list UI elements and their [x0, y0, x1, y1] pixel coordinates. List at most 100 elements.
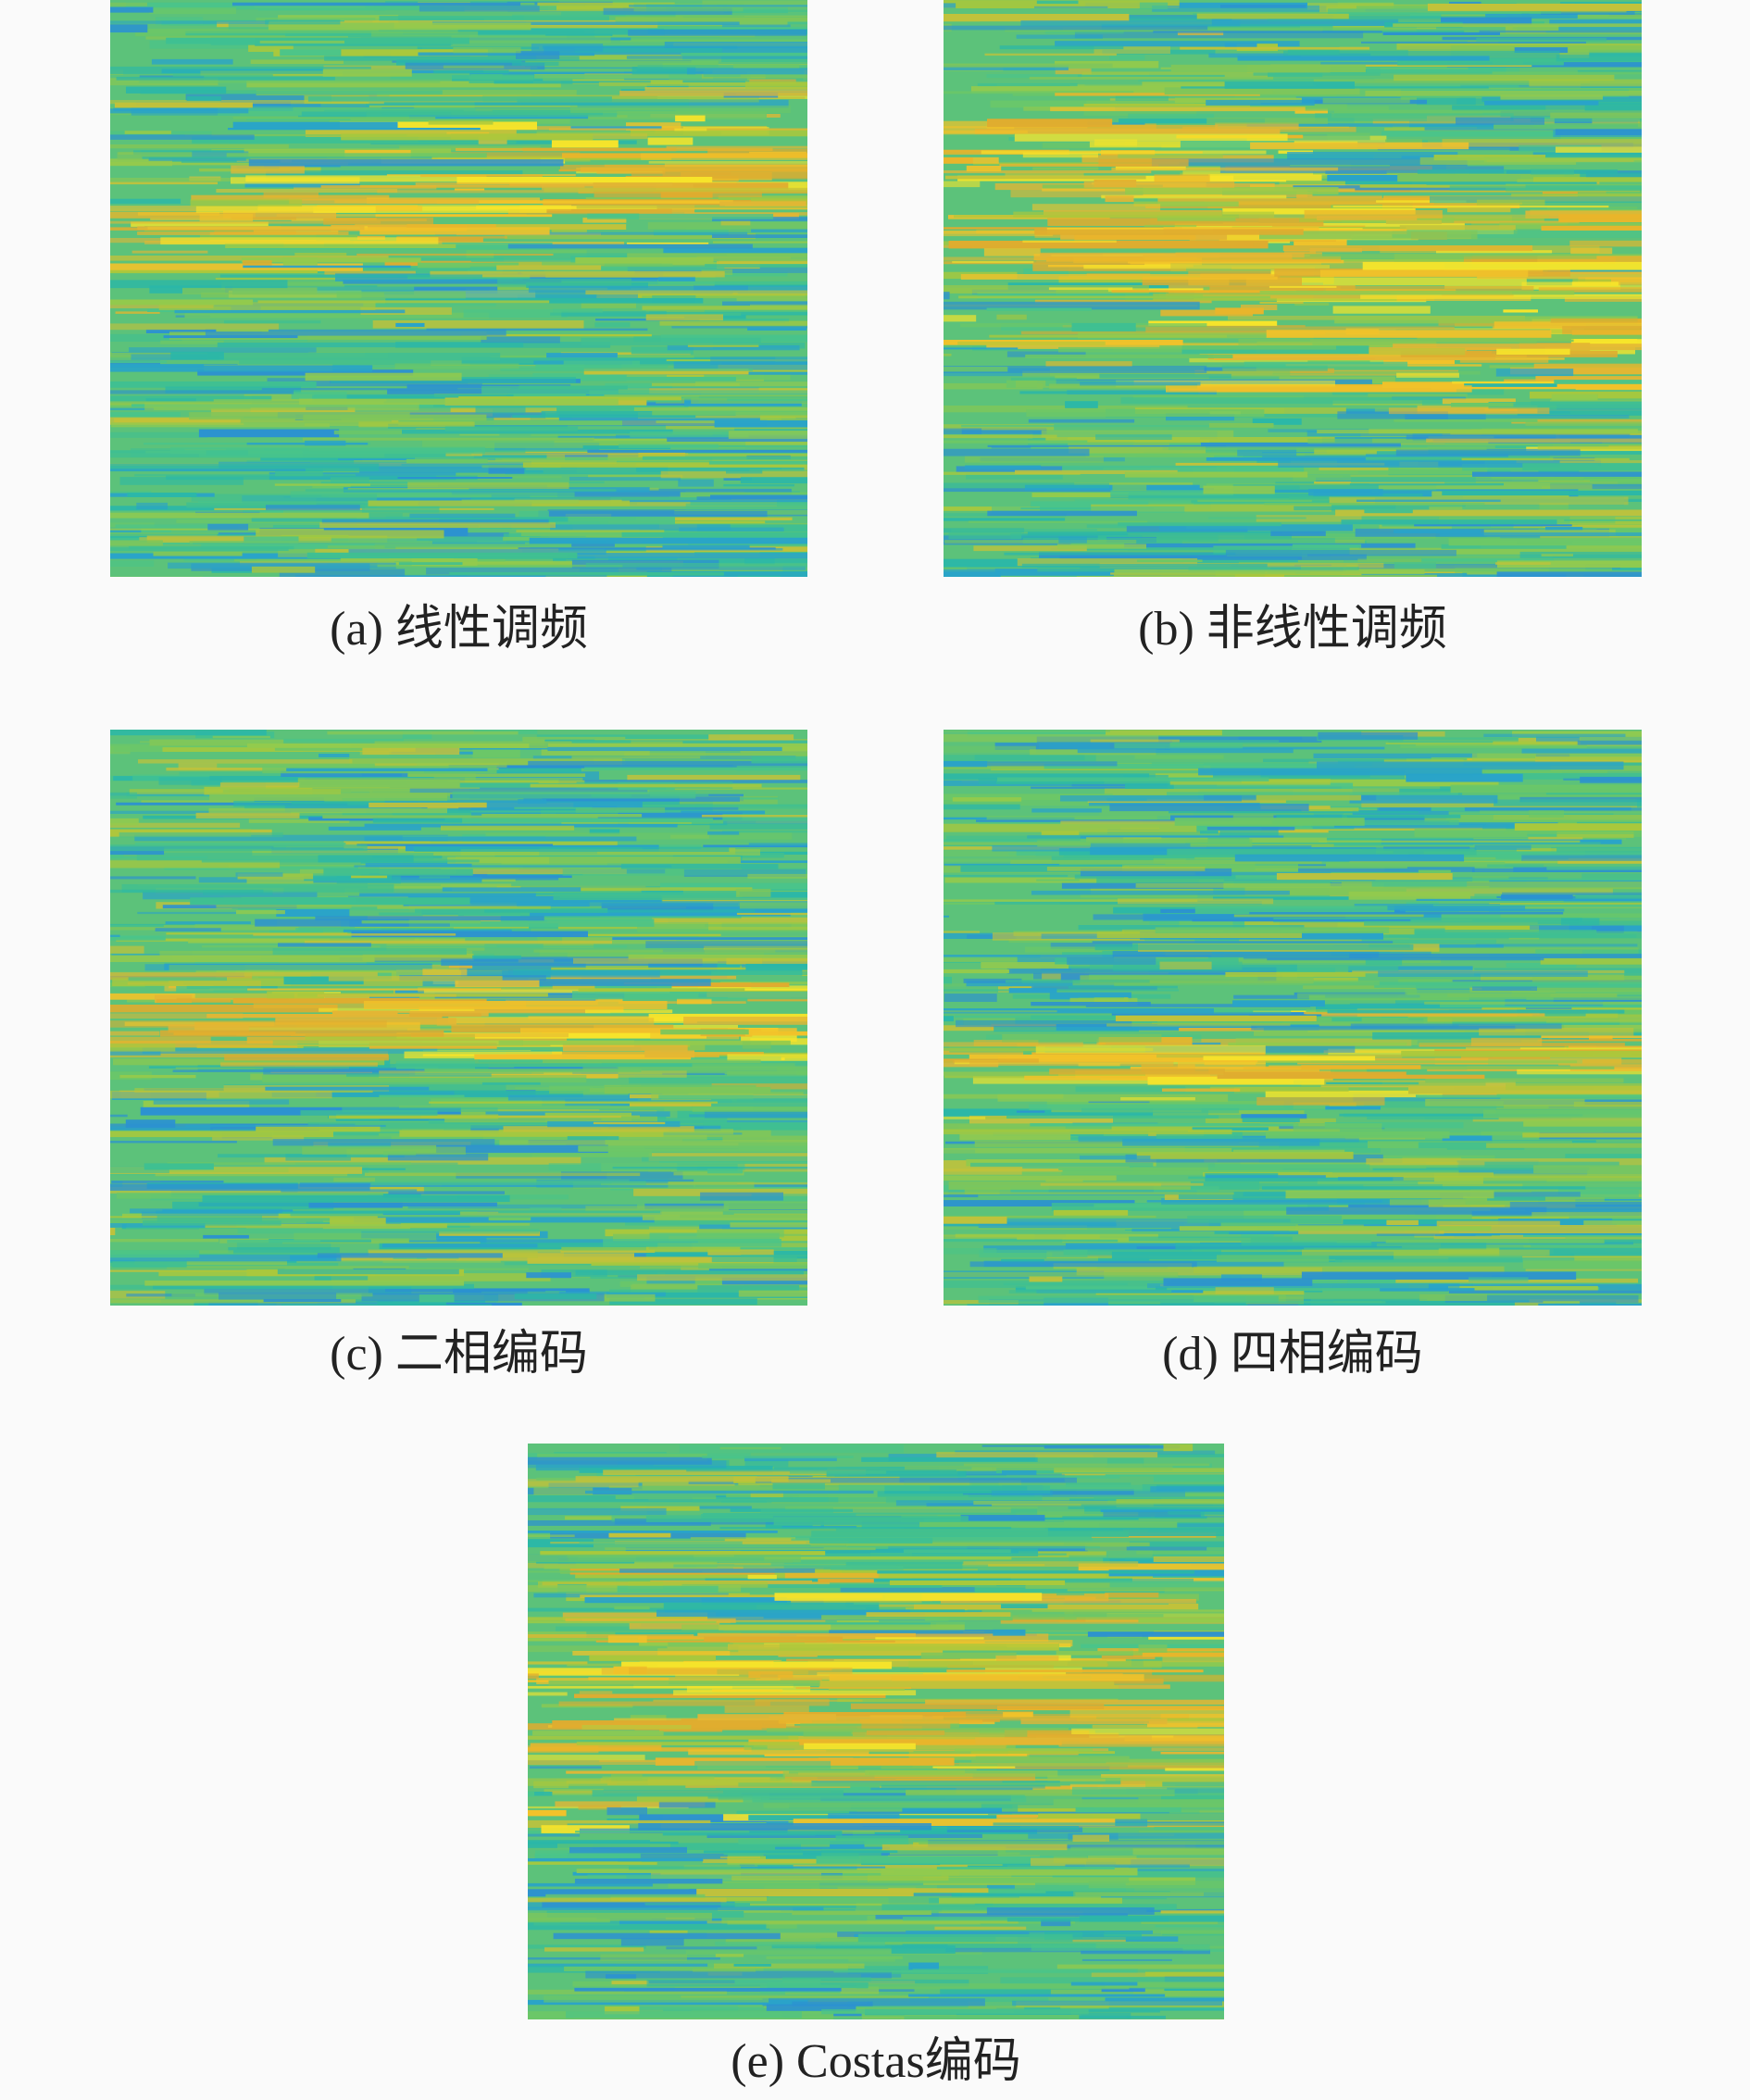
texture-streak — [585, 1206, 807, 1212]
texture-streak — [411, 1033, 569, 1038]
texture-streak — [1120, 397, 1443, 404]
texture-streak — [272, 1040, 523, 1046]
texture-streak — [1008, 988, 1057, 994]
texture-streak — [443, 65, 505, 69]
texture-streak — [481, 386, 650, 394]
texture-streak — [944, 794, 1113, 801]
texture-streak — [129, 545, 294, 550]
texture-streak — [660, 882, 807, 890]
texture-streak — [172, 1069, 425, 1072]
texture-streak — [110, 955, 375, 962]
texture-streak — [232, 997, 487, 1004]
texture-streak — [1500, 94, 1603, 100]
texture-streak — [1065, 1864, 1190, 1869]
texture-streak — [1550, 112, 1642, 119]
texture-streak — [1101, 1988, 1145, 1993]
texture-streak — [1549, 19, 1642, 26]
texture-streak — [1523, 1245, 1642, 1250]
texture-streak — [144, 1163, 214, 1170]
texture-streak — [596, 171, 666, 174]
texture-streak — [110, 935, 166, 941]
texture-streak — [110, 540, 163, 546]
texture-streak — [528, 1833, 581, 1837]
texture-streak — [348, 549, 606, 555]
texture-streak — [1092, 941, 1394, 944]
texture-streak — [268, 22, 531, 31]
texture-streak — [728, 431, 807, 439]
texture-streak — [1072, 1834, 1109, 1843]
texture-streak — [1151, 1747, 1224, 1752]
texture-streak — [1179, 919, 1233, 929]
texture-streak — [1333, 915, 1620, 919]
texture-streak — [110, 822, 241, 828]
texture-streak — [766, 2004, 856, 2011]
texture-streak — [441, 825, 575, 831]
texture-streak — [1244, 887, 1406, 895]
texture-streak — [110, 852, 124, 858]
texture-streak — [533, 949, 776, 953]
texture-streak — [1394, 419, 1538, 422]
texture-streak — [1035, 1882, 1126, 1891]
texture-streak — [394, 363, 519, 369]
texture-streak — [528, 1759, 709, 1765]
texture-streak — [1540, 535, 1642, 541]
texture-streak — [1332, 206, 1609, 208]
texture-streak — [1397, 58, 1564, 66]
texture-streak — [418, 52, 594, 56]
texture-streak — [940, 1864, 1003, 1867]
texture-streak — [184, 738, 404, 743]
texture-streak — [149, 7, 236, 15]
texture-streak — [1440, 532, 1642, 536]
texture-streak — [110, 381, 317, 388]
texture-streak — [881, 1844, 1068, 1851]
texture-streak — [1396, 372, 1459, 378]
texture-streak — [528, 1921, 770, 1931]
texture-streak — [153, 1283, 474, 1290]
texture-streak — [981, 150, 1267, 155]
texture-streak — [1313, 79, 1590, 83]
texture-streak — [569, 1846, 687, 1854]
texture-streak — [264, 1156, 581, 1165]
texture-streak — [436, 1144, 608, 1154]
texture-streak — [1088, 1881, 1224, 1889]
texture-streak — [585, 290, 807, 295]
texture-streak — [960, 1515, 1045, 1521]
texture-streak — [785, 1506, 1038, 1510]
texture-streak — [406, 224, 496, 228]
texture-streak — [359, 467, 577, 473]
texture-streak — [1052, 1870, 1224, 1878]
texture-streak — [1000, 1618, 1086, 1622]
texture-streak — [110, 134, 255, 140]
texture-streak — [265, 19, 341, 25]
texture-streak — [1585, 277, 1642, 285]
texture-streak — [1448, 538, 1642, 546]
texture-streak — [944, 1116, 986, 1119]
texture-streak — [1014, 133, 1288, 142]
texture-streak — [773, 1467, 972, 1470]
texture-streak — [1053, 1799, 1224, 1807]
texture-streak — [525, 60, 719, 68]
texture-streak — [944, 874, 1069, 877]
texture-streak — [303, 414, 487, 421]
texture-streak — [444, 426, 579, 431]
texture-streak — [395, 546, 531, 550]
texture-streak — [1464, 383, 1557, 387]
texture-streak — [533, 1781, 569, 1789]
texture-streak — [1265, 1131, 1450, 1139]
texture-streak — [708, 734, 794, 742]
texture-streak — [1349, 858, 1617, 864]
texture-streak — [110, 971, 378, 977]
texture-streak — [320, 185, 585, 188]
texture-streak — [1394, 74, 1615, 81]
texture-streak — [978, 1221, 1221, 1229]
texture-streak — [612, 1167, 807, 1169]
texture-streak — [1456, 117, 1544, 125]
texture-streak — [573, 933, 721, 936]
texture-streak — [944, 989, 1179, 992]
texture-streak — [1188, 567, 1359, 570]
texture-streak — [1531, 987, 1642, 991]
texture-streak — [1069, 1709, 1224, 1719]
texture-streak — [1319, 840, 1581, 843]
texture-streak — [629, 5, 807, 7]
texture-streak — [1254, 1028, 1526, 1036]
